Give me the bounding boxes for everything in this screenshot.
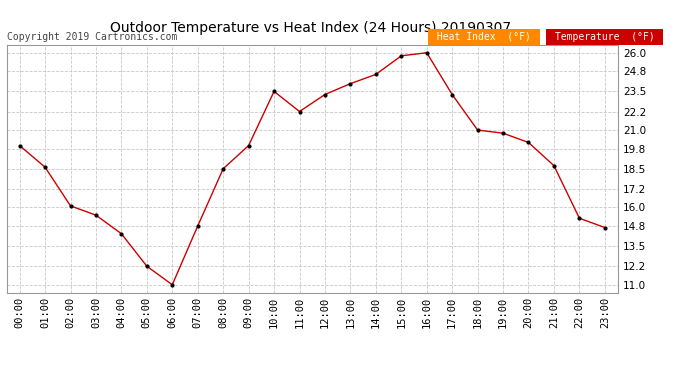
Text: Heat Index  (°F): Heat Index (°F): [431, 32, 537, 42]
Text: Copyright 2019 Cartronics.com: Copyright 2019 Cartronics.com: [7, 32, 177, 42]
Text: Outdoor Temperature vs Heat Index (24 Hours) 20190307: Outdoor Temperature vs Heat Index (24 Ho…: [110, 21, 511, 34]
Text: Temperature  (°F): Temperature (°F): [549, 32, 660, 42]
